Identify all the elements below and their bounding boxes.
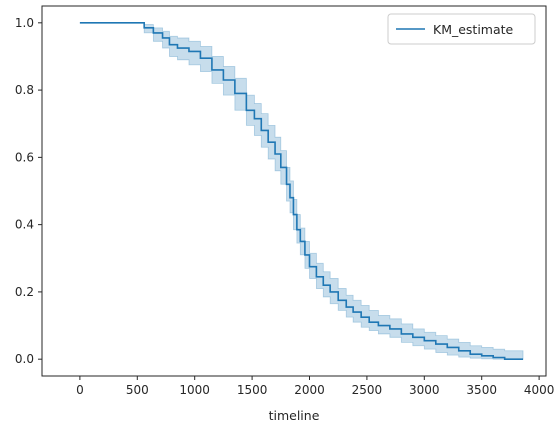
- axis-ticks: 0 500 1000 1500 2000 2500 3000 3500 4000 0.0 0.2 0.…: [15, 16, 554, 397]
- legend-entry-km-estimate: KM_estimate: [433, 22, 514, 37]
- y-tick-label: 0.8: [15, 83, 34, 97]
- plot-area: [80, 23, 523, 359]
- x-tick-label: 1500: [237, 383, 268, 397]
- x-tick-label: 3000: [409, 383, 440, 397]
- x-axis-label: timeline: [269, 408, 320, 423]
- x-tick-label: 2500: [352, 383, 383, 397]
- legend: KM_estimate: [388, 14, 535, 44]
- y-tick-label: 0.2: [15, 285, 34, 299]
- axes-frame: [42, 6, 546, 376]
- x-tick-label: 0: [76, 383, 84, 397]
- x-tick-label: 2000: [294, 383, 325, 397]
- x-tick-label: 1000: [179, 383, 210, 397]
- km-estimate-line: [80, 23, 523, 359]
- y-tick-label: 1.0: [15, 16, 34, 30]
- confidence-band-0: [80, 23, 523, 359]
- y-tick-label: 0.0: [15, 352, 34, 366]
- x-tick-label: 500: [126, 383, 149, 397]
- x-tick-label: 3500: [466, 383, 497, 397]
- y-tick-label: 0.6: [15, 150, 34, 164]
- y-tick-label: 0.4: [15, 218, 34, 232]
- x-tick-label: 4000: [524, 383, 555, 397]
